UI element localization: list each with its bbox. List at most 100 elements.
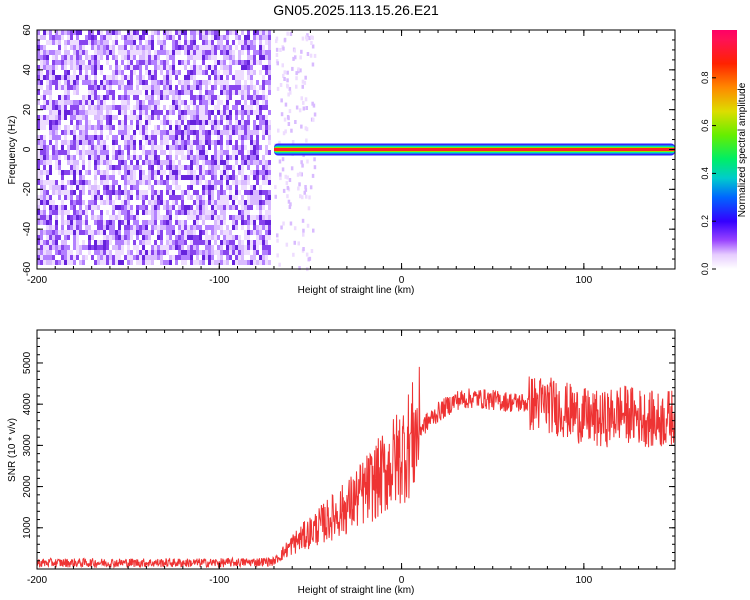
heatmap-noise-cell (154, 250, 157, 255)
heatmap-noise-cell (106, 90, 109, 95)
heatmap-noise-cell (82, 135, 85, 140)
heatmap-noise-cell (220, 80, 223, 85)
heatmap-noise-cell (58, 35, 61, 40)
heatmap-noise-cell (112, 225, 115, 230)
heatmap-noise-cell (100, 115, 103, 120)
heatmap-noise-cell (46, 235, 49, 240)
heatmap-noise-cell (223, 80, 226, 85)
heatmap-noise-cell (151, 190, 154, 195)
heatmap-noise-cell (226, 235, 229, 240)
heatmap-noise-cell (97, 110, 100, 115)
heatmap-noise-cell (61, 190, 64, 195)
heatmap-noise-cell (148, 230, 151, 235)
heatmap-noise-cell (157, 180, 160, 185)
heatmap-noise-cell (265, 100, 268, 105)
heatmap-noise-cell (109, 120, 112, 125)
heatmap-noise-cell (121, 165, 124, 170)
heatmap-noise-cell (160, 215, 163, 220)
heatmap-noise-cell (202, 120, 205, 125)
heatmap-noise-cell (226, 180, 229, 185)
heatmap-noise-cell (241, 205, 244, 210)
heatmap-noise-cell (196, 65, 199, 70)
heatmap-noise-cell (220, 185, 223, 190)
heatmap-noise-cell (94, 70, 97, 75)
heatmap-noise-cell (61, 65, 64, 70)
heatmap-noise-cell (193, 225, 196, 230)
heatmap-noise-cell (268, 170, 271, 175)
heatmap-noise-cell (244, 175, 247, 180)
heatmap-noise-cell (253, 260, 256, 265)
heatmap-noise-cell (130, 55, 133, 60)
heatmap-noise-cell (100, 145, 103, 150)
heatmap-noise-cell (70, 220, 73, 225)
heatmap-noise-cell (88, 35, 91, 40)
heatmap-noise-cell (133, 170, 136, 175)
heatmap-noise-cell (136, 85, 139, 90)
heatmap-noise-cell (145, 175, 148, 180)
heatmap-noise-cell (94, 40, 97, 45)
heatmap-noise-cell (91, 210, 94, 215)
heatmap-noise-cell (181, 140, 184, 145)
heatmap-noise-cell (55, 160, 58, 165)
heatmap-noise-cell (76, 150, 79, 155)
heatmap-noise-cell (64, 240, 67, 245)
heatmap-noise-cell (298, 108, 302, 113)
heatmap-noise-cell (199, 135, 202, 140)
heatmap-noise-cell (220, 205, 223, 210)
heatmap-noise-cell (43, 60, 46, 65)
heatmap-noise-cell (163, 85, 166, 90)
heatmap-noise-cell (247, 115, 250, 120)
heatmap-noise-cell (154, 105, 157, 110)
heatmap-noise-cell (130, 255, 133, 260)
heatmap-noise-cell (76, 90, 79, 95)
heatmap-noise-cell (79, 220, 82, 225)
heatmap-noise-cell (265, 220, 268, 225)
heatmap-noise-cell (91, 125, 94, 130)
heatmap-noise-cell (220, 245, 223, 250)
heatmap-noise-cell (124, 160, 127, 165)
heatmap-noise-cell (157, 100, 160, 105)
heatmap-noise-cell (253, 185, 256, 190)
heatmap-noise-cell (139, 165, 142, 170)
heatmap-noise-cell (67, 75, 70, 80)
heatmap-noise-cell (142, 210, 145, 215)
heatmap-noise-cell (163, 50, 166, 55)
heatmap-noise-cell (250, 145, 253, 150)
heatmap-noise-cell (157, 80, 160, 85)
heatmap-noise-cell (148, 250, 151, 255)
heatmap-noise-cell (64, 195, 67, 200)
heatmap-noise-cell (154, 215, 157, 220)
heatmap-noise-cell (199, 260, 202, 265)
heatmap-noise-cell (253, 150, 256, 155)
heatmap-noise-cell (43, 145, 46, 150)
heatmap-y-tick-label: -60 (22, 261, 33, 276)
heatmap-noise-cell (106, 135, 109, 140)
heatmap-noise-cell (82, 65, 85, 70)
heatmap-noise-cell (70, 35, 73, 40)
heatmap-noise-cell (160, 175, 163, 180)
heatmap-noise-cell (232, 50, 235, 55)
heatmap-noise-cell (64, 30, 67, 35)
heatmap-noise-cell (91, 65, 94, 70)
heatmap-noise-cell (293, 226, 297, 231)
heatmap-noise-cell (139, 80, 142, 85)
heatmap-noise-cell (61, 185, 64, 190)
heatmap-noise-cell (100, 160, 103, 165)
heatmap-noise-cell (118, 260, 121, 265)
heatmap-noise-cell (136, 30, 139, 35)
heatmap-noise-cell (241, 180, 244, 185)
heatmap-noise-cell (238, 85, 241, 90)
heatmap-noise-cell (124, 175, 127, 180)
heatmap-noise-cell (208, 245, 211, 250)
heatmap-noise-cell (148, 120, 151, 125)
heatmap-noise-cell (151, 155, 154, 160)
heatmap-noise-cell (247, 65, 250, 70)
heatmap-noise-cell (88, 95, 91, 100)
heatmap-noise-cell (58, 260, 61, 265)
colorbar-tick-label: 0.4 (700, 167, 710, 180)
heatmap-noise-cell (37, 115, 40, 120)
heatmap-noise-cell (259, 175, 262, 180)
heatmap-noise-cell (133, 180, 136, 185)
heatmap-noise-cell (175, 50, 178, 55)
